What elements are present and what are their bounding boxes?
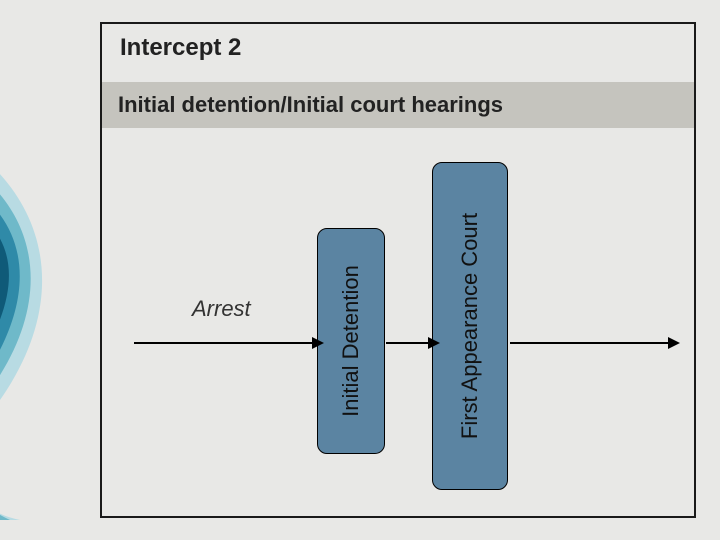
main-panel: Intercept 2 Initial detention/Initial co… <box>100 22 696 518</box>
arrow-3-line <box>510 342 670 344</box>
box-initial-detention-label: Initial Detention <box>338 265 364 417</box>
arrow-1-line <box>134 342 314 344</box>
arrow-2-line <box>386 342 430 344</box>
box-first-appearance-label: First Appearance Court <box>457 213 483 439</box>
subtitle-band: Initial detention/Initial court hearings <box>102 82 694 128</box>
box-first-appearance-court: First Appearance Court <box>432 162 508 490</box>
arrow-2-head <box>428 337 440 349</box>
arrest-label: Arrest <box>192 296 251 322</box>
arrow-1-head <box>312 337 324 349</box>
arrow-3-head <box>668 337 680 349</box>
box-initial-detention: Initial Detention <box>317 228 385 454</box>
panel-title: Intercept 2 <box>120 34 241 62</box>
panel-subtitle: Initial detention/Initial court hearings <box>118 92 503 118</box>
